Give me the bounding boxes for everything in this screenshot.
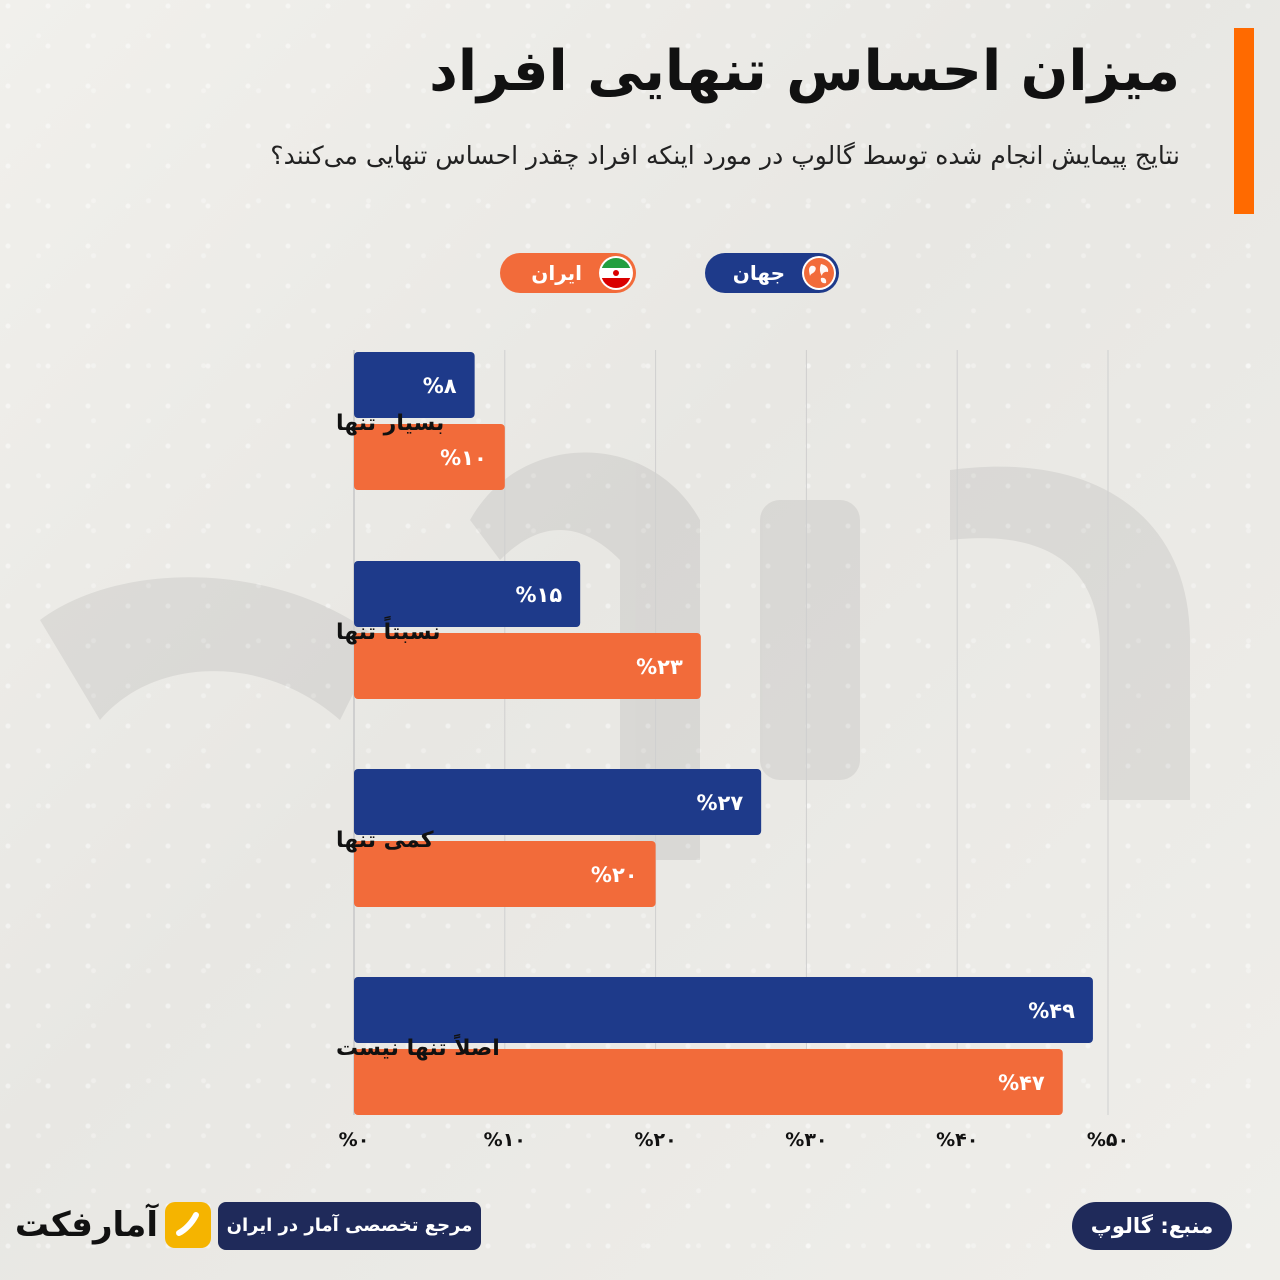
page-subtitle: نتایج پیمایش انجام شده توسط گالوپ در مور… bbox=[270, 141, 1180, 170]
page-title: میزان احساس تنهایی افراد bbox=[429, 39, 1180, 104]
bar-value-label: %۲۷ bbox=[696, 791, 743, 815]
chart-category-labels: بسیار تنها نسبتاً تنها کمی تنها اصلاً تنها … bbox=[336, 411, 500, 1061]
bar-value-label: %۲۰ bbox=[591, 863, 638, 887]
bar-value-label: %۴۹ bbox=[1028, 999, 1075, 1023]
category-label: نسبتاً تنها bbox=[336, 615, 441, 645]
chart-bars: %۸ %۱۰ %۱۵ %۲۳ %۲۷ %۲۰ %۴۹ %۴۷ bbox=[354, 352, 1093, 1115]
bar-value-label: %۸ bbox=[423, 374, 457, 398]
globe-icon bbox=[802, 256, 836, 290]
bar-world bbox=[354, 769, 762, 835]
bar-iran bbox=[354, 633, 701, 699]
x-tick-label: %۲۰ bbox=[634, 1129, 676, 1151]
iran-flag-icon bbox=[599, 256, 633, 290]
brand-tagline-badge: مرجع تخصصی آمار در ایران bbox=[218, 1202, 481, 1250]
legend-iran-label: ایران bbox=[531, 261, 582, 285]
category-label: کمی تنها bbox=[336, 828, 434, 853]
bar-world bbox=[354, 977, 1093, 1043]
x-tick-label: %۰ bbox=[339, 1129, 370, 1151]
x-tick-label: %۴۰ bbox=[936, 1129, 978, 1151]
category-label: اصلاً تنها نیست bbox=[336, 1033, 500, 1061]
bar-value-label: %۲۳ bbox=[636, 655, 683, 679]
bar-value-label: %۱۰ bbox=[440, 446, 487, 470]
category-label: بسیار تنها bbox=[336, 411, 444, 436]
x-tick-label: %۱۰ bbox=[484, 1129, 526, 1151]
legend-world-label: جهان bbox=[732, 261, 785, 285]
legend-world: جهان bbox=[705, 253, 839, 293]
title-accent-bar bbox=[1234, 28, 1254, 214]
bar-iran bbox=[354, 841, 656, 907]
chart-x-ticks: %۰ %۱۰ %۲۰ %۳۰ %۴۰ %۵۰ bbox=[339, 1129, 1129, 1151]
source-badge: منبع: گالوپ bbox=[1072, 1202, 1232, 1250]
brand-logo-text: آمارفکت bbox=[14, 1205, 158, 1245]
bar-world bbox=[354, 561, 581, 627]
legend-iran: ایران bbox=[500, 253, 636, 293]
bar-value-label: %۱۵ bbox=[516, 583, 563, 607]
amarfact-logo-icon bbox=[165, 1202, 211, 1248]
bar-world bbox=[354, 352, 475, 418]
bar-value-label: %۴۷ bbox=[998, 1071, 1045, 1095]
x-tick-label: %۵۰ bbox=[1087, 1129, 1129, 1151]
bar-iran bbox=[354, 424, 505, 490]
bar-iran bbox=[354, 1049, 1063, 1115]
x-tick-label: %۳۰ bbox=[785, 1129, 827, 1151]
